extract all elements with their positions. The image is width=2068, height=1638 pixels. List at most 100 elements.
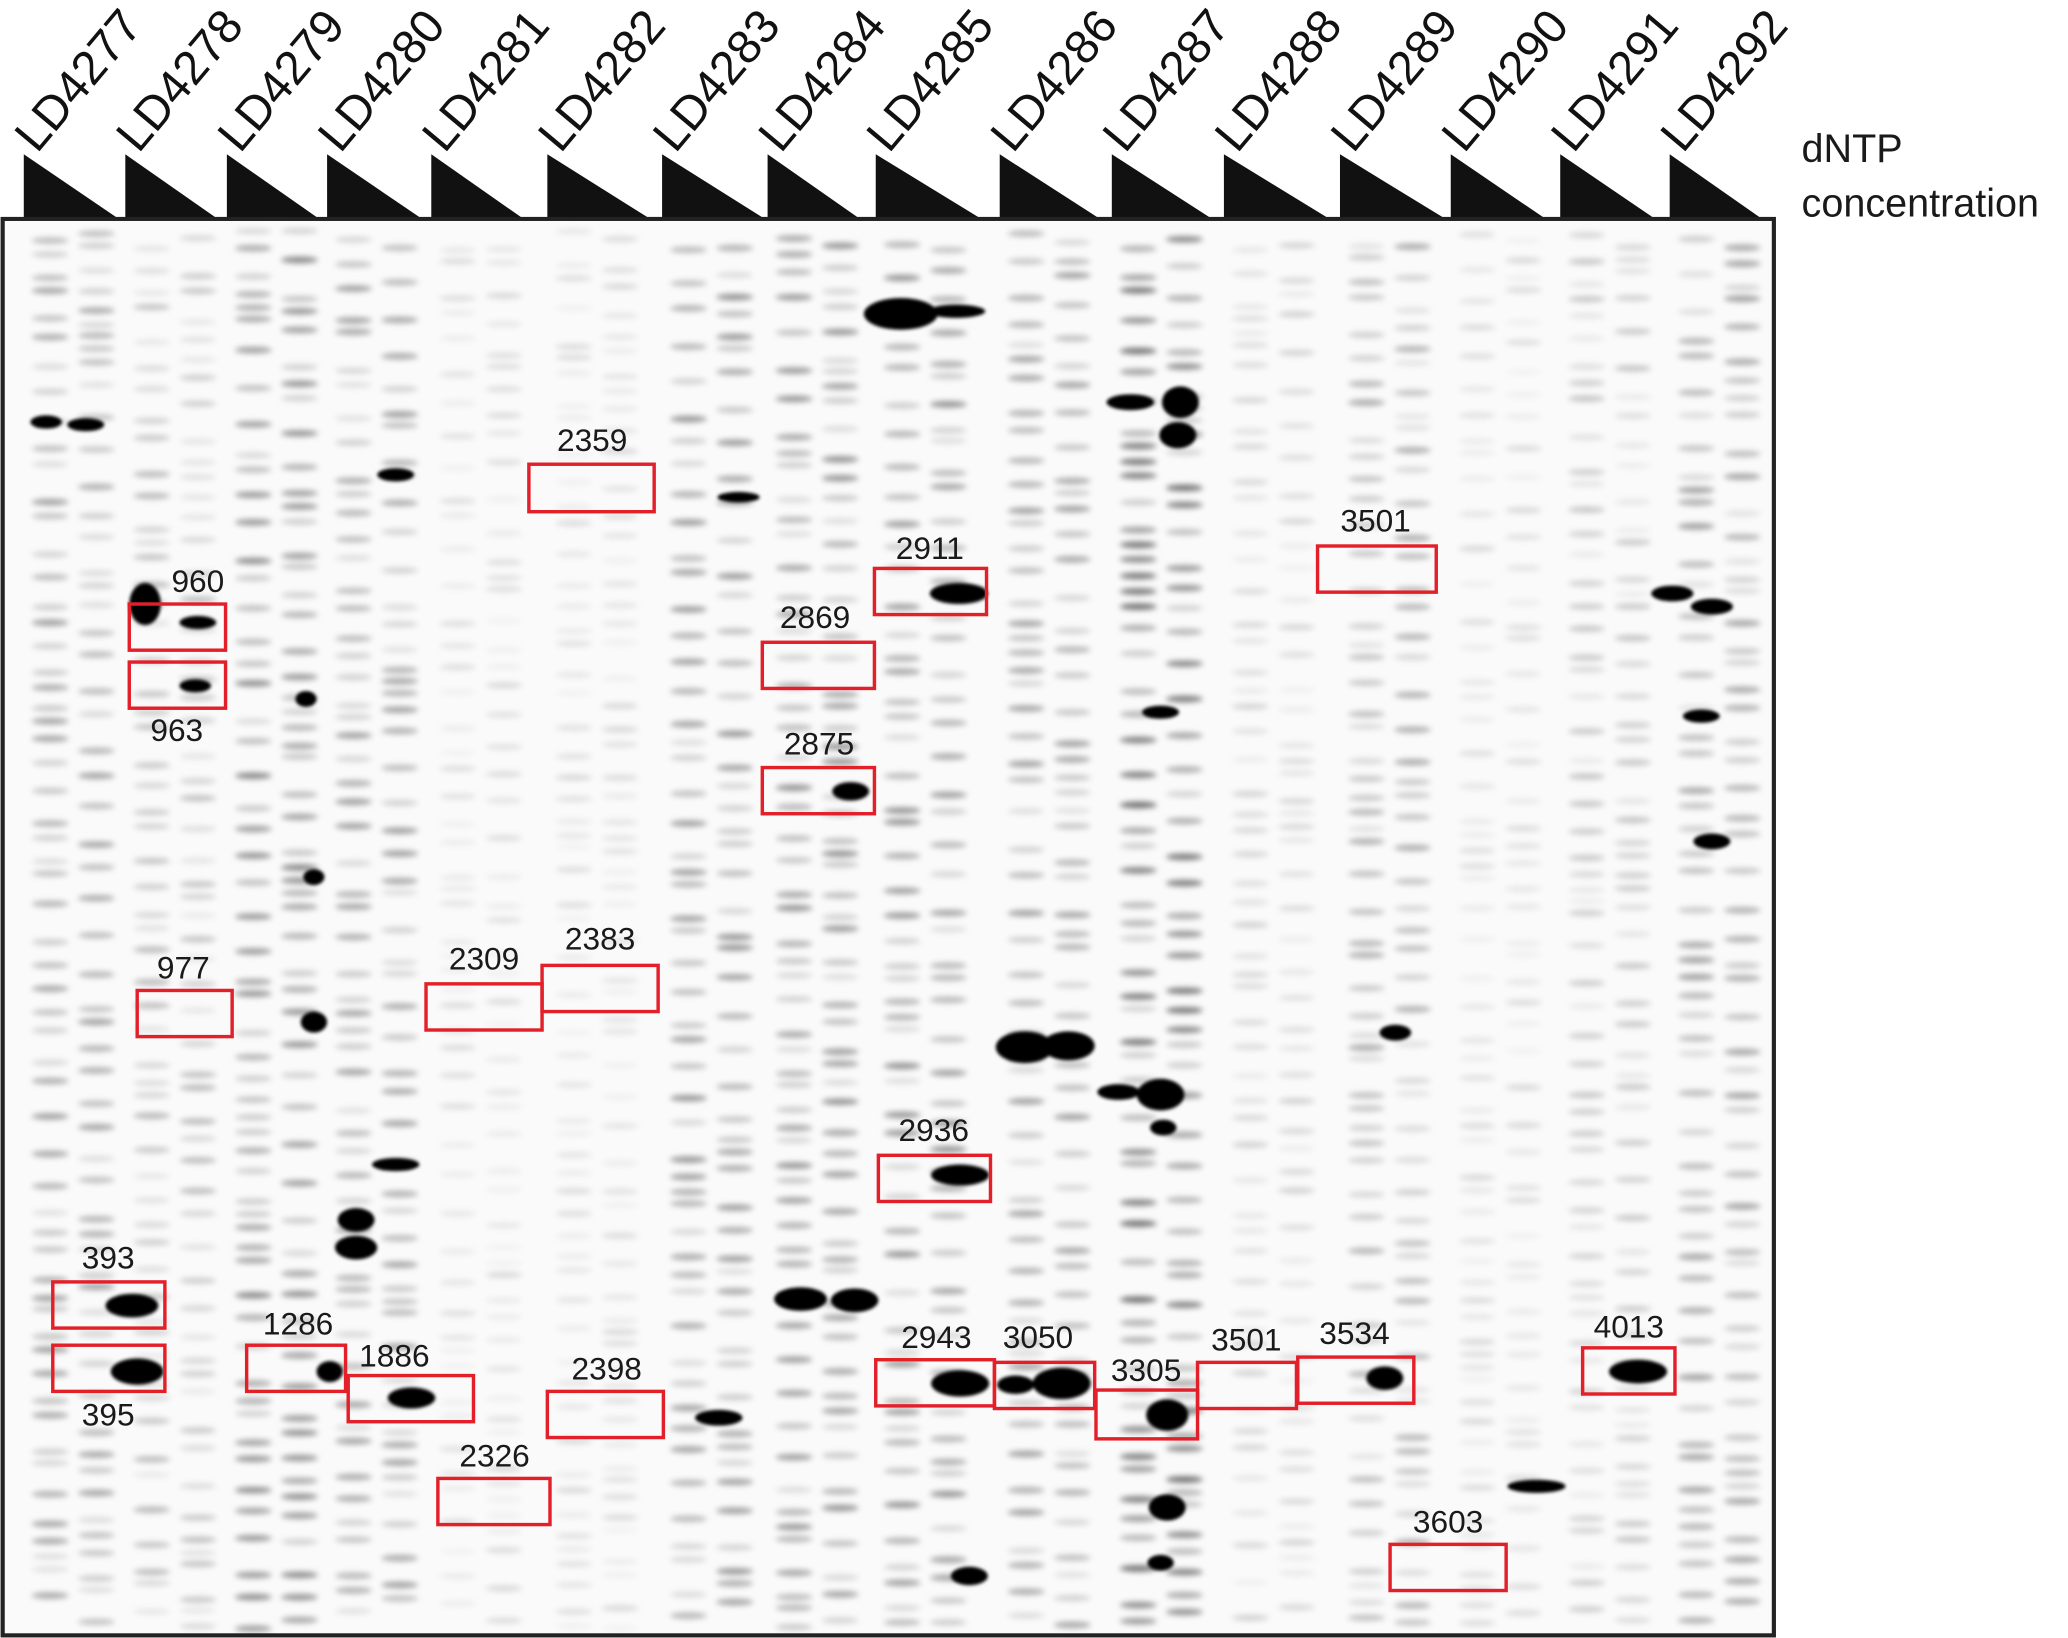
gel-band: [1231, 530, 1269, 537]
gel-band: [1119, 1515, 1157, 1522]
gel-band: [1347, 1529, 1385, 1537]
gel-band: [1053, 1621, 1091, 1629]
gel-band: [31, 498, 69, 506]
gel-band: [133, 434, 171, 442]
gel-band: [670, 1359, 707, 1367]
gel-band: [381, 799, 419, 807]
gel-band: [1458, 1003, 1496, 1011]
gel-band: [133, 857, 171, 865]
gel-band-strong: [371, 1157, 420, 1172]
gel-band: [31, 870, 69, 877]
gel-band: [1007, 1132, 1045, 1139]
gel-band: [1458, 1571, 1496, 1579]
gel-band: [381, 1554, 419, 1562]
gel-band: [31, 1566, 69, 1573]
gel-band: [555, 1210, 593, 1217]
gel-band: [1677, 1205, 1715, 1213]
gel-band: [280, 430, 318, 437]
gel-band: [1458, 580, 1496, 588]
gel-band: [555, 1117, 593, 1125]
gel-band: [234, 805, 272, 812]
gel-band: [280, 932, 318, 940]
gel-band: [381, 603, 419, 611]
gel-band: [1347, 940, 1385, 947]
gel-band: [485, 834, 523, 842]
gel-band: [1394, 446, 1431, 454]
gel-band: [1458, 231, 1496, 238]
gel-band: [1277, 1045, 1315, 1052]
gel-band: [1458, 904, 1496, 912]
gel-band: [133, 338, 171, 346]
gel-band: [929, 1332, 967, 1339]
gel-band: [485, 496, 523, 503]
gel-band: [670, 1425, 707, 1432]
gel-band: [1347, 1500, 1385, 1508]
gel-band: [1723, 659, 1761, 666]
gel-band: [555, 1437, 593, 1445]
gel-band: [1347, 453, 1385, 461]
gel-band: [280, 1332, 318, 1340]
gel-band: [1231, 952, 1269, 960]
gel-band: [31, 1553, 69, 1560]
gel-band: [1007, 776, 1045, 783]
gel-band: [555, 954, 593, 961]
gel-band: [555, 1151, 593, 1159]
gel-band: [280, 295, 318, 303]
gel-band: [234, 772, 272, 780]
gel-band: [1568, 1179, 1606, 1186]
gel-band: [1458, 1208, 1496, 1216]
gel-band: [821, 837, 859, 845]
gel-band: [1347, 908, 1385, 916]
gel-band: [775, 293, 813, 301]
gel-band: [1458, 438, 1496, 445]
gel-band: [775, 516, 813, 524]
gel-band: [601, 1062, 639, 1069]
gel-band: [883, 912, 921, 919]
highlight-box: [1580, 1346, 1677, 1396]
gel-band: [234, 1198, 272, 1205]
gel-band: [1677, 1560, 1715, 1567]
gel-band: [1053, 1489, 1091, 1496]
gel-band: [439, 885, 477, 892]
gel-band: [1119, 1296, 1157, 1303]
position-label: 393: [82, 1240, 135, 1276]
gel-band: [775, 1137, 813, 1144]
gel-band: [1568, 800, 1606, 808]
gel-band: [1568, 654, 1606, 661]
gel-band: [280, 563, 318, 570]
gel-band: [439, 512, 477, 519]
gel-band-strong: [110, 1358, 164, 1385]
gel-band: [1568, 1130, 1606, 1137]
position-label: 3305: [1111, 1352, 1181, 1388]
gel-band: [929, 246, 967, 254]
gel-band: [1614, 693, 1652, 700]
gel-band: [1723, 1469, 1761, 1477]
gel-band: [1231, 1541, 1269, 1549]
gel-band: [1614, 797, 1652, 805]
gel-band: [234, 1128, 272, 1136]
gel-band: [439, 1002, 477, 1009]
gel-band: [670, 820, 707, 827]
gel-band: [1165, 1196, 1203, 1204]
gel-band: [601, 602, 639, 609]
gel-band: [821, 368, 859, 375]
gel-band: [1231, 756, 1269, 763]
gel-band: [1504, 1084, 1542, 1091]
gel-band: [31, 684, 69, 691]
gel-band: [929, 791, 967, 799]
gel-band: [133, 492, 171, 500]
gel-band: [485, 1496, 523, 1503]
gel-band: [1231, 899, 1269, 906]
gel-band: [1231, 1247, 1269, 1255]
gel-band: [670, 915, 707, 923]
gel-band: [133, 1025, 171, 1033]
gel-band: [1504, 1020, 1542, 1027]
gel-band: [485, 1271, 523, 1279]
gel-band: [929, 544, 967, 552]
gel-band: [1723, 1013, 1761, 1021]
gel-band: [1007, 457, 1045, 464]
gel-band: [1231, 827, 1269, 834]
gel-band: [335, 1536, 372, 1543]
gel-band: [381, 411, 419, 418]
gel-band: [601, 1441, 639, 1448]
